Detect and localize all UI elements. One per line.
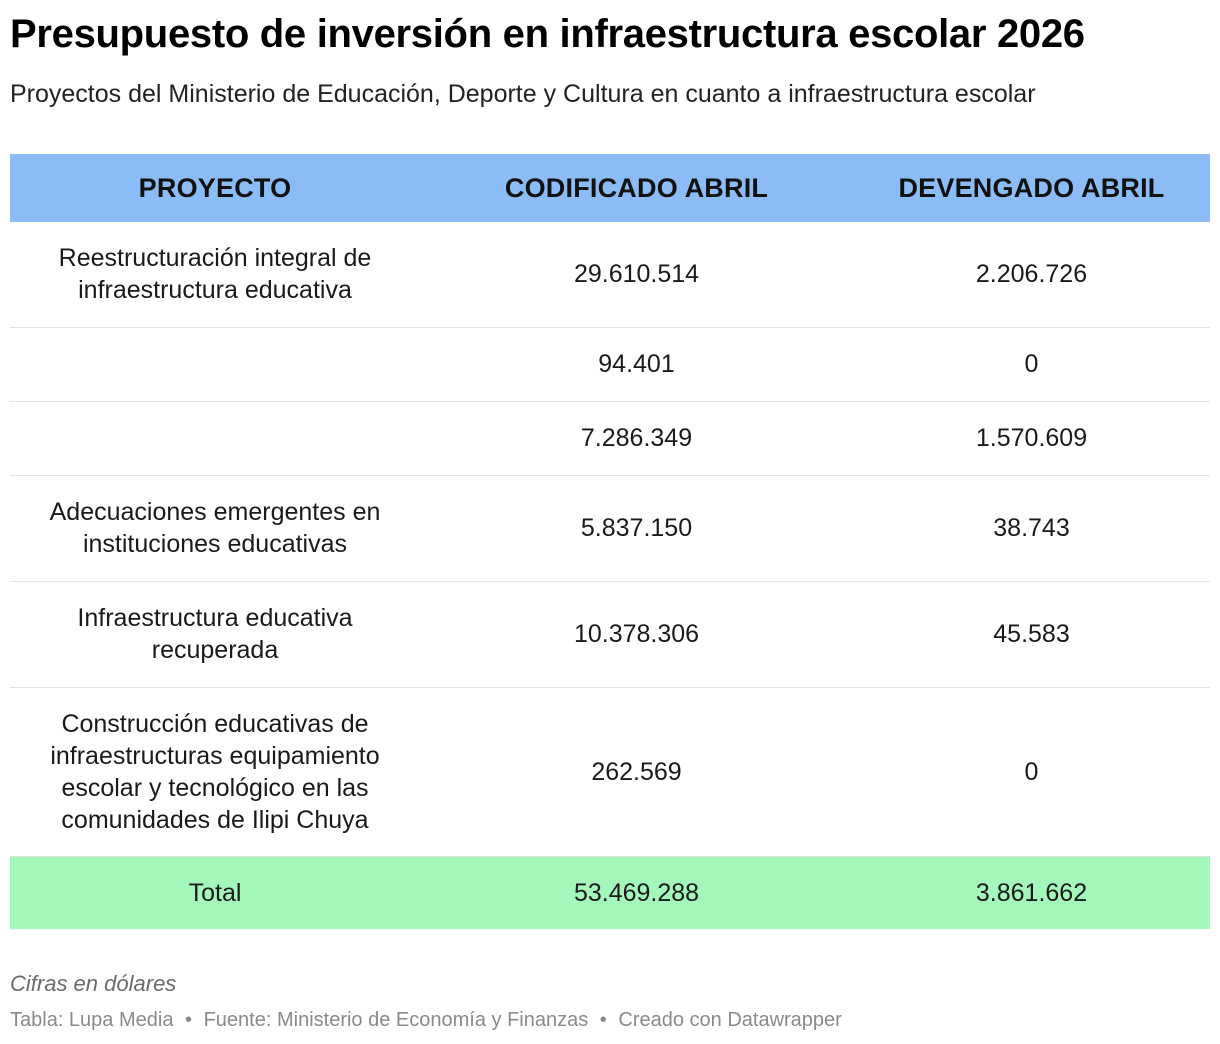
cell-proyecto: Reestructuración integral de infraestruc…	[10, 222, 420, 328]
table-row: Construcción educativas de infraestructu…	[10, 687, 1210, 857]
table-row: Reestructuración integral de infraestruc…	[10, 222, 1210, 328]
cell-devengado: 0	[853, 327, 1210, 402]
table-row: Infraestructura educativa recuperada 10.…	[10, 581, 1210, 688]
cell-codificado: 94.401	[420, 327, 853, 402]
column-header-codificado[interactable]: CODIFICADO ABRIL	[504, 172, 769, 203]
total-row: Total 53.469.288 3.861.662	[10, 855, 1210, 929]
table-row: Adecuaciones emergentes en instituciones…	[10, 475, 1210, 582]
credit-separator: •	[185, 1009, 193, 1031]
cell-devengado: 38.743	[853, 475, 1210, 582]
cell-codificado: 5.837.150	[420, 475, 853, 582]
page-subtitle: Proyectos del Ministerio de Educación, D…	[10, 80, 1036, 108]
cell-devengado: 0	[853, 687, 1210, 857]
table-header-row: PROYECTO CODIFICADO ABRIL DEVENGADO ABRI…	[10, 154, 1210, 222]
cell-codificado: 10.378.306	[420, 581, 853, 688]
cell-codificado: 262.569	[420, 687, 853, 857]
cell-proyecto: Construcción educativas de infraestructu…	[10, 687, 420, 857]
credits: Tabla: Lupa Media • Fuente: Ministerio d…	[10, 1009, 842, 1032]
page-title: Presupuesto de inversión en infraestruct…	[10, 12, 1085, 56]
total-label: Total	[10, 855, 420, 929]
column-header-devengado[interactable]: DEVENGADO ABRIL	[898, 172, 1165, 203]
cell-devengado: 45.583	[853, 581, 1210, 688]
credit-tool[interactable]: Creado con Datawrapper	[618, 1009, 842, 1031]
cell-devengado: 2.206.726	[853, 222, 1210, 328]
cell-proyecto	[10, 401, 420, 476]
table-row: 94.401 0	[10, 327, 1210, 402]
cell-codificado: 29.610.514	[420, 222, 853, 328]
credit-source: Fuente: Ministerio de Economía y Finanza…	[203, 1009, 589, 1031]
total-codificado: 53.469.288	[420, 855, 853, 929]
credit-table: Tabla: Lupa Media	[10, 1009, 174, 1031]
cell-codificado: 7.286.349	[420, 401, 853, 476]
cell-devengado: 1.570.609	[853, 401, 1210, 476]
total-devengado: 3.861.662	[853, 855, 1210, 929]
cell-proyecto: Adecuaciones emergentes en instituciones…	[10, 475, 420, 582]
credit-separator: •	[599, 1009, 607, 1031]
cell-proyecto	[10, 327, 420, 402]
table-row: 7.286.349 1.570.609	[10, 401, 1210, 476]
currency-note: Cifras en dólares	[10, 971, 177, 996]
column-header-proyecto[interactable]: PROYECTO	[138, 172, 292, 203]
cell-proyecto: Infraestructura educativa recuperada	[10, 581, 420, 688]
budget-table: PROYECTO CODIFICADO ABRIL DEVENGADO ABRI…	[10, 154, 1210, 929]
